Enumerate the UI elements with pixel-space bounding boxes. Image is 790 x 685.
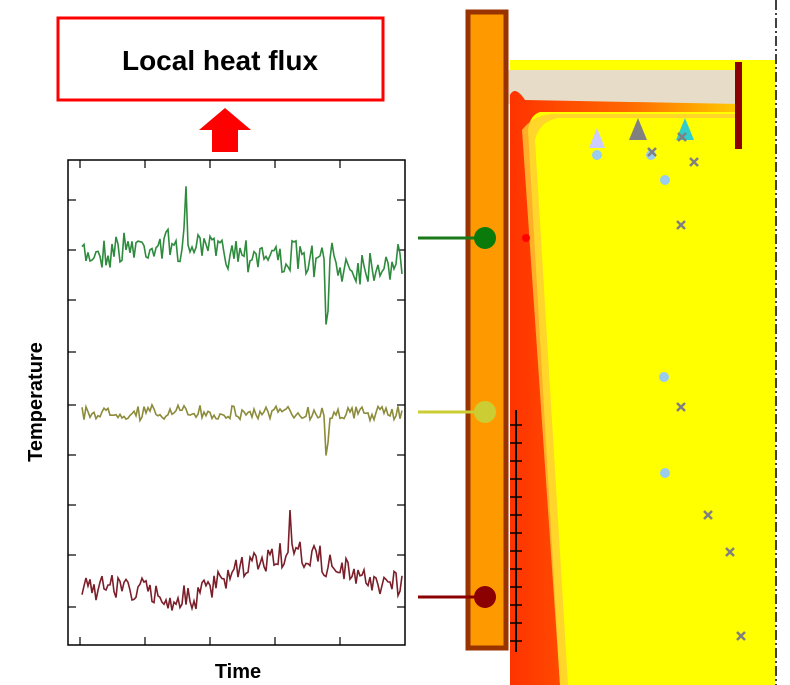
cross: [676, 220, 686, 230]
temperature-traces: [81, 186, 403, 612]
thermocouple: [474, 586, 496, 608]
cross: [647, 147, 657, 157]
cross: [676, 402, 686, 412]
cross: [703, 510, 713, 520]
trace: [81, 186, 403, 325]
trace: [81, 509, 403, 612]
particles: [592, 150, 670, 478]
hot-spot: [522, 234, 530, 242]
up-arrow: [199, 108, 251, 152]
gap-ticks: [510, 424, 522, 642]
slag-layer: [508, 70, 740, 104]
mold-wall: [465, 9, 509, 651]
marker-triangle: [589, 128, 605, 148]
cross: [689, 157, 699, 167]
thermocouple: [474, 227, 496, 249]
heat-flux-label: Local heat flux: [122, 45, 318, 76]
cross: [725, 547, 735, 557]
y-axis-label: Temperature: [25, 342, 47, 462]
x-axis-label: Time: [215, 661, 261, 683]
axis-ticks: [68, 160, 405, 645]
heat-flux-box: [56, 16, 385, 102]
marker-triangle: [629, 118, 647, 140]
solid-shell: [510, 91, 740, 685]
cross: [677, 132, 687, 142]
cross: [736, 631, 746, 641]
trace: [81, 402, 403, 456]
thermocouple: [474, 401, 496, 423]
cross-marks: [647, 132, 746, 641]
submerged-nozzle: [735, 62, 742, 149]
